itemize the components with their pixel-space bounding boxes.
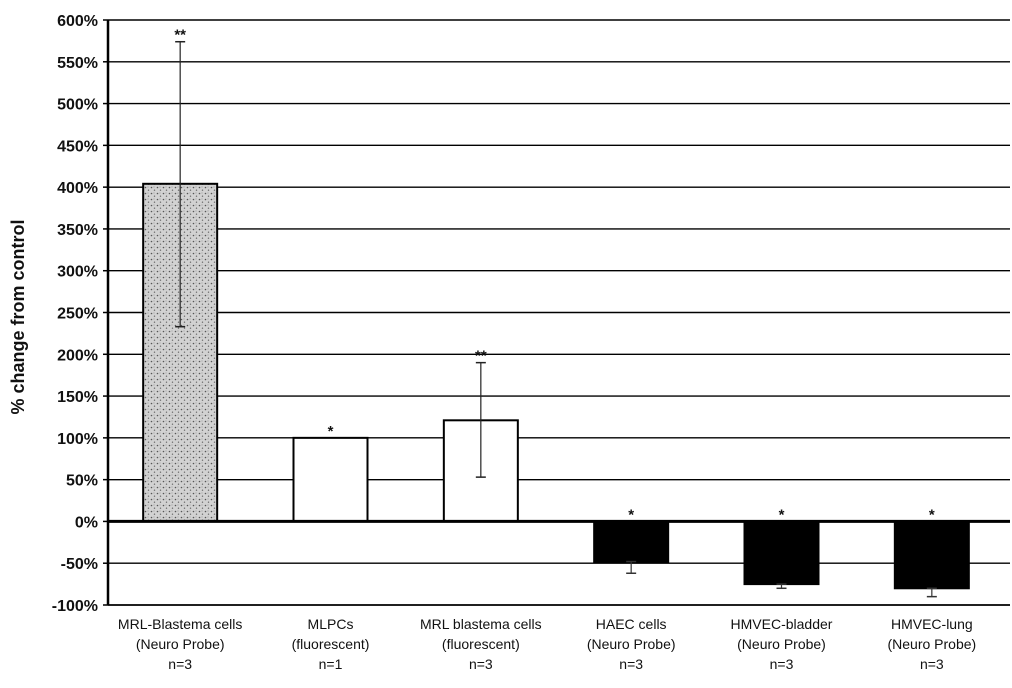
- y-tick-label: 150%: [57, 389, 98, 406]
- y-tick-label: 600%: [57, 13, 98, 30]
- x-category-label: HAEC cells (Neuro Probe) n=3: [587, 616, 676, 672]
- bars: [143, 184, 969, 588]
- x-category-label-line: n=3: [168, 656, 192, 672]
- y-tick-label: 0%: [75, 514, 98, 531]
- x-category-label: MRL blastema cells (fluorescent) n=3: [420, 616, 542, 672]
- x-category-label-line: (fluorescent): [292, 636, 370, 652]
- significance-labels: ********: [174, 27, 935, 524]
- bar: [294, 438, 368, 522]
- x-category-label: MLPCs (fluorescent) n=1: [292, 616, 370, 672]
- y-tick-label: -50%: [61, 556, 98, 573]
- y-tick-label: 300%: [57, 264, 98, 281]
- x-category-label: HMVEC-lung (Neuro Probe) n=3: [887, 616, 976, 672]
- x-category-label-line: (Neuro Probe): [136, 636, 225, 652]
- bar: [895, 521, 969, 588]
- x-category-label-line: MRL-Blastema cells: [118, 616, 242, 632]
- x-category-label-line: n=3: [770, 656, 794, 672]
- significance-label: **: [475, 348, 487, 365]
- x-category-label-line: MLPCs: [308, 616, 354, 632]
- significance-label: *: [929, 506, 935, 523]
- x-category-label-line: HMVEC-lung: [891, 616, 973, 632]
- bar: [594, 521, 668, 561]
- x-category-label-line: n=1: [319, 656, 343, 672]
- x-category-label-line: (Neuro Probe): [737, 636, 826, 652]
- y-tick-label: 200%: [57, 347, 98, 364]
- x-category-label: MRL-Blastema cells (Neuro Probe) n=3: [118, 616, 242, 672]
- x-category-label-line: (Neuro Probe): [887, 636, 976, 652]
- y-tick-label: 250%: [57, 306, 98, 323]
- bar: [745, 521, 819, 584]
- y-tick-label: 550%: [57, 55, 98, 72]
- y-tick-labels: -100% -50% 0% 50% 100% 150% 200% 250% 300% 350% 40…: [52, 13, 98, 615]
- significance-label: *: [779, 506, 785, 523]
- x-category-label-line: n=3: [469, 656, 493, 672]
- x-category-label-line: (fluorescent): [442, 636, 520, 652]
- significance-label: *: [628, 506, 634, 523]
- y-tick-label: 50%: [66, 473, 98, 490]
- x-category-label-line: n=3: [920, 656, 944, 672]
- y-tick-label: 400%: [57, 180, 98, 197]
- gridlines: [108, 20, 1010, 605]
- y-tick-label: -100%: [52, 598, 98, 615]
- y-tick-label: 100%: [57, 431, 98, 448]
- y-tick-label: 350%: [57, 222, 98, 239]
- significance-label: **: [174, 27, 186, 44]
- error-bars: [175, 42, 937, 597]
- x-category-labels: MRL-Blastema cells (Neuro Probe) n=3 MLPCs (…: [118, 616, 976, 672]
- x-category-label-line: (Neuro Probe): [587, 636, 676, 652]
- x-category-label-line: n=3: [619, 656, 643, 672]
- significance-label: *: [328, 423, 334, 440]
- y-tick-label: 450%: [57, 138, 98, 155]
- x-category-label-line: MRL blastema cells: [420, 616, 542, 632]
- y-axis-label: % change from control: [8, 219, 28, 414]
- y-tick-label: 500%: [57, 97, 98, 114]
- x-category-label: HMVEC-bladder (Neuro Probe) n=3: [731, 616, 833, 672]
- x-category-label-line: HMVEC-bladder: [731, 616, 833, 632]
- x-category-label-line: HAEC cells: [596, 616, 667, 632]
